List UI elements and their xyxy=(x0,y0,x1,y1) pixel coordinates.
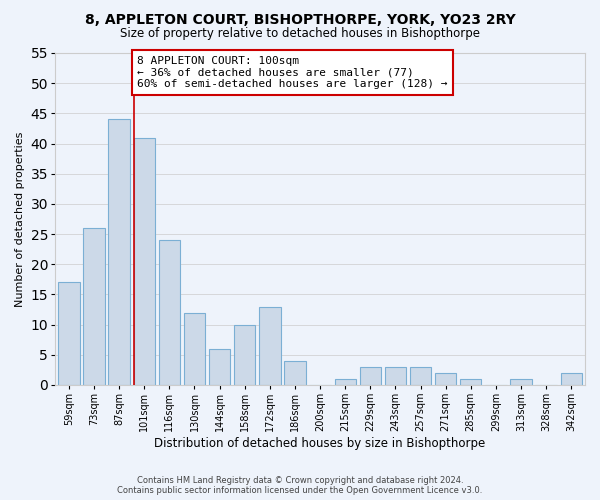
Bar xyxy=(335,379,356,385)
Bar xyxy=(560,373,582,385)
Bar xyxy=(259,306,281,385)
Text: Size of property relative to detached houses in Bishopthorpe: Size of property relative to detached ho… xyxy=(120,28,480,40)
Y-axis label: Number of detached properties: Number of detached properties xyxy=(15,132,25,306)
Bar xyxy=(184,312,205,385)
Bar xyxy=(385,367,406,385)
Bar xyxy=(284,361,305,385)
X-axis label: Distribution of detached houses by size in Bishopthorpe: Distribution of detached houses by size … xyxy=(154,437,485,450)
Bar xyxy=(209,349,230,385)
Bar xyxy=(134,138,155,385)
Text: 8, APPLETON COURT, BISHOPTHORPE, YORK, YO23 2RY: 8, APPLETON COURT, BISHOPTHORPE, YORK, Y… xyxy=(85,12,515,26)
Bar xyxy=(510,379,532,385)
Bar xyxy=(435,373,456,385)
Text: Contains public sector information licensed under the Open Government Licence v3: Contains public sector information licen… xyxy=(118,486,482,495)
Bar xyxy=(359,367,381,385)
Bar xyxy=(410,367,431,385)
Bar xyxy=(159,240,180,385)
Text: Contains HM Land Registry data © Crown copyright and database right 2024.: Contains HM Land Registry data © Crown c… xyxy=(137,476,463,485)
Bar xyxy=(83,228,105,385)
Bar xyxy=(234,324,256,385)
Text: 8 APPLETON COURT: 100sqm
← 36% of detached houses are smaller (77)
60% of semi-d: 8 APPLETON COURT: 100sqm ← 36% of detach… xyxy=(137,56,448,89)
Bar xyxy=(58,282,80,385)
Bar xyxy=(109,120,130,385)
Bar xyxy=(460,379,481,385)
